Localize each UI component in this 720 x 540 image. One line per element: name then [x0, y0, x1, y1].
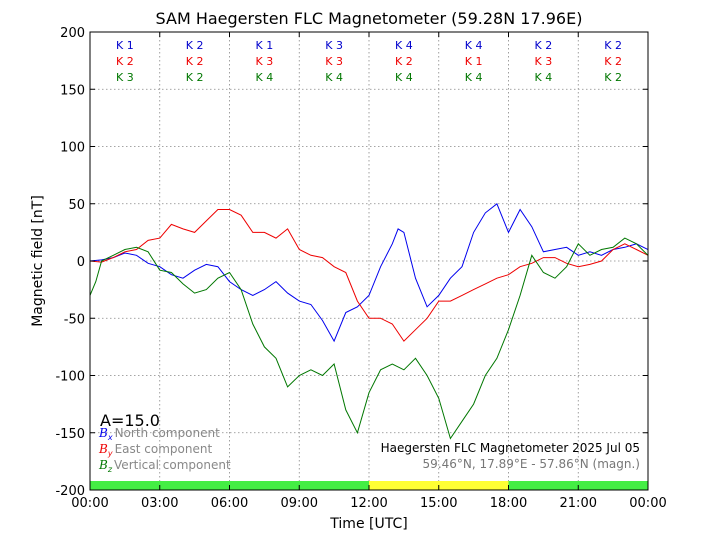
- k-index-label: K 3: [325, 39, 343, 52]
- k-index-label: K 1: [116, 39, 134, 52]
- chart-title: SAM Haegersten FLC Magnetometer (59.28N …: [156, 9, 583, 28]
- x-tick-label: 03:00: [141, 496, 178, 511]
- y-axis-label: Magnetic field [nT]: [30, 195, 46, 327]
- k-index-label: K 2: [116, 55, 134, 68]
- series-line-bx: [90, 202, 648, 343]
- x-tick-label: 00:00: [71, 496, 108, 511]
- y-tick-label: 200: [60, 26, 85, 41]
- legend-entry: By East component: [98, 442, 212, 458]
- x-tick-label: 12:00: [350, 496, 387, 511]
- info-line-1: Haegersten FLC Magnetometer 2025 Jul 05: [381, 441, 640, 455]
- x-tick-label: 18:00: [490, 496, 527, 511]
- k-index-label: K 2: [186, 55, 204, 68]
- k-index-label: K 4: [535, 71, 553, 84]
- x-tick-label: 15:00: [420, 496, 457, 511]
- k-index-label: K 2: [604, 39, 622, 52]
- legend-entry: Bx North component: [98, 426, 220, 442]
- k-index-label: K 2: [604, 71, 622, 84]
- k-index-label: K 4: [325, 71, 343, 84]
- k-index-label: K 4: [465, 71, 483, 84]
- k-index-label: K 3: [325, 55, 343, 68]
- y-tick-label: -50: [64, 312, 85, 327]
- x-tick-label: 00:00: [629, 496, 666, 511]
- grid-lines: [90, 32, 648, 490]
- y-tick-label: -150: [55, 427, 85, 442]
- y-tick-label: -100: [55, 370, 85, 385]
- k-index-label: K 4: [256, 71, 274, 84]
- x-tick-label: 06:00: [211, 496, 248, 511]
- y-tick-label: 150: [60, 83, 85, 98]
- series-group: [90, 202, 648, 440]
- k-index-label: K 2: [186, 71, 204, 84]
- info-line-2: 59.46°N, 17.89°E - 57.86°N (magn.): [423, 457, 640, 471]
- x-axis-label: Time [UTC]: [329, 516, 407, 532]
- k-index-label: K 4: [395, 39, 413, 52]
- y-tick-label: -200: [55, 484, 85, 499]
- series-line-bz: [90, 237, 648, 440]
- k-index-label: K 2: [604, 55, 622, 68]
- k-index-label: K 4: [465, 39, 483, 52]
- k-index-label: K 2: [186, 39, 204, 52]
- y-tick-label: 0: [77, 255, 85, 270]
- series-line-by: [90, 209, 648, 342]
- k-index-label: K 3: [535, 55, 553, 68]
- y-tick-label: 50: [68, 198, 85, 213]
- k-index-table: K 1 K 2 K 1 K 3 K 4 K 4 K 2 K 2 K 2 K 2 K 3 K 3 K 2 K…: [116, 39, 622, 84]
- k-index-label: K 1: [465, 55, 483, 68]
- axis-ticks: 00:00 03:00 06:00 09:00 12:00 15:00 18:00 21:00…: [55, 26, 666, 511]
- k-index-label: K 2: [535, 39, 553, 52]
- k-index-label: K 1: [256, 39, 274, 52]
- k-index-label: K 3: [116, 71, 134, 84]
- k-index-label: K 4: [395, 71, 413, 84]
- y-tick-label: 100: [60, 141, 85, 156]
- k-index-label: K 3: [256, 55, 274, 68]
- legend-entry: Bz Vertical component: [98, 458, 231, 474]
- x-tick-label: 21:00: [560, 496, 597, 511]
- x-tick-label: 09:00: [281, 496, 318, 511]
- a-index-label: A=15.0: [100, 411, 160, 430]
- k-index-label: K 2: [395, 55, 413, 68]
